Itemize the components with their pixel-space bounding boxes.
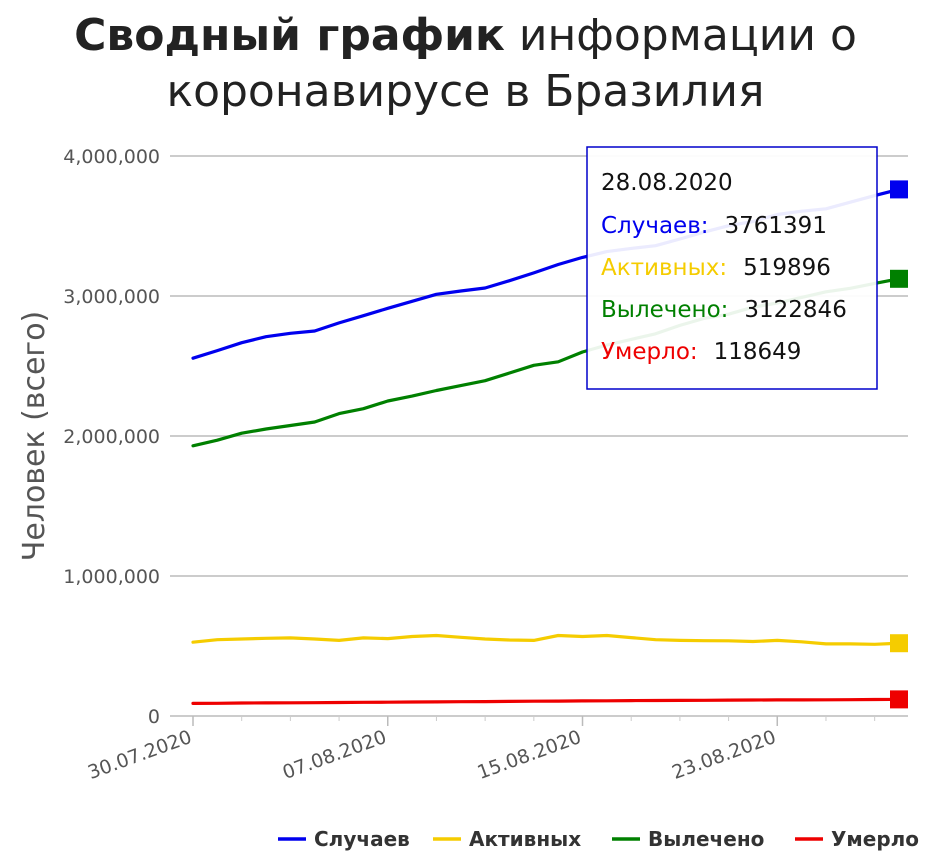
y-axis-label: Человек (всего) — [17, 311, 52, 562]
series-line — [191, 633, 901, 646]
x-tick-label: 23.08.2020 — [669, 726, 779, 784]
legend-label: Умерло — [831, 827, 919, 851]
x-tick-label: 15.08.2020 — [474, 726, 584, 784]
y-tick-label: 2,000,000 — [63, 426, 160, 448]
chart-title-bold: Сводный график — [74, 10, 505, 61]
x-tick-label: 07.08.2020 — [280, 726, 390, 784]
series-end-marker — [890, 269, 908, 288]
chart-title: Сводный график информации о коронавирусе… — [0, 8, 931, 120]
tooltip-row: Случаев: 3761391 — [601, 213, 827, 239]
series-end-marker — [890, 690, 908, 709]
tooltip-row-value: 3761391 — [725, 213, 827, 239]
tooltip-row-label: Умерло: — [601, 339, 698, 365]
tooltip-row: Активных: 519896 — [601, 255, 831, 281]
y-tick-label: 0 — [148, 706, 160, 728]
tooltip-date: 28.08.2020 — [601, 170, 733, 196]
legend-label: Случаев — [314, 827, 410, 851]
legend-label: Вылечено — [648, 827, 764, 851]
tooltip-row-label: Активных: — [601, 255, 727, 281]
tooltip-row-value: 118649 — [714, 339, 802, 365]
series-end-marker — [890, 180, 908, 199]
tooltip-row-value: 519896 — [743, 255, 831, 281]
y-tick-label: 3,000,000 — [63, 286, 160, 308]
series-end-marker — [890, 634, 908, 653]
y-tick-label: 1,000,000 — [63, 566, 160, 588]
y-tick-label: 4,000,000 — [63, 146, 160, 168]
series-line — [191, 697, 901, 705]
x-tick-label: 30.07.2020 — [85, 726, 195, 784]
chart-title-rest: информации о коронавирусе в Бразилия — [166, 10, 857, 117]
legend-label: Активных — [469, 827, 581, 851]
legend: Случаев Активных Вылечено Умерло — [278, 827, 919, 851]
tooltip-row-value: 3122846 — [744, 297, 846, 323]
tooltip-row-label: Случаев: — [601, 213, 709, 239]
tooltip-row: Умерло: 118649 — [601, 339, 801, 365]
tooltip-row-label: Вылечено: — [601, 297, 728, 323]
tooltip-row: Вылечено: 3122846 — [601, 297, 847, 323]
tooltip: 28.08.2020 Случаев: 3761391 Активных: 519896… — [586, 146, 878, 390]
tooltip-box — [586, 146, 878, 390]
